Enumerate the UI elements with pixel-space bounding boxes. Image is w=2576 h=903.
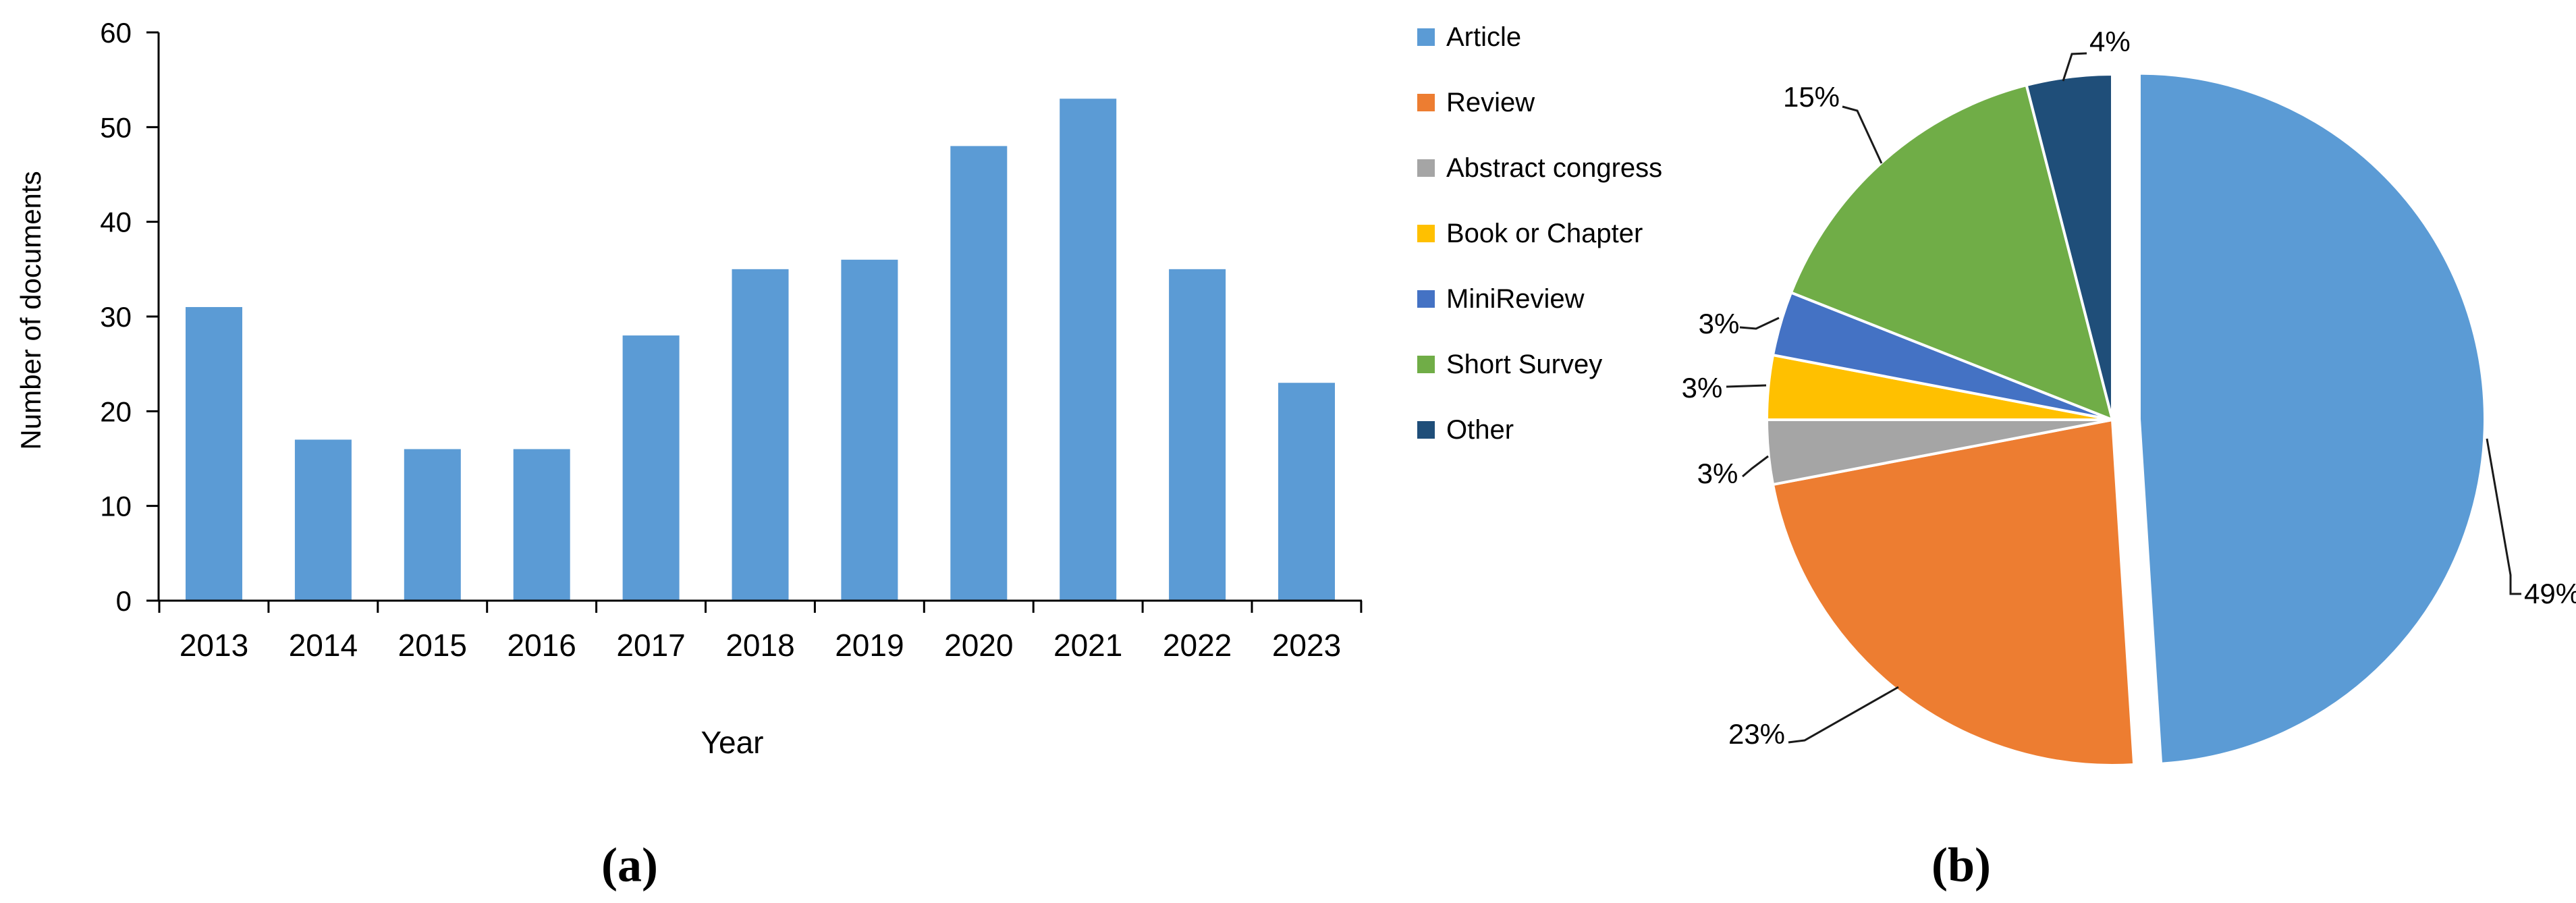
pie-leader-3 [1726, 384, 1767, 388]
legend-label: Book or Chapter [1446, 219, 1643, 248]
legend-item-short-survey: Short Survey [1417, 350, 1662, 379]
pie-slice-short-survey [1789, 84, 2114, 421]
caption-panel-b: (b) [1931, 838, 1991, 892]
x-axis-label-2016: 2016 [508, 628, 576, 663]
bar-2022 [1169, 269, 1226, 601]
pie-legend: Article Review Abstract congress Book or Ch… [1417, 22, 1663, 445]
legend-swatch-icon [1417, 94, 1435, 111]
pie-pct-label-other: 4% [2089, 26, 2131, 57]
x-axis-label-2023: 2023 [1272, 628, 1341, 663]
legend-swatch-icon [1417, 28, 1435, 46]
legend-swatch-icon [1417, 290, 1435, 308]
x-axis-label-2015: 2015 [398, 628, 467, 663]
bar-2015 [404, 449, 461, 601]
bar-2016 [513, 449, 570, 601]
legend-item-abstract-congress: Abstract congress [1417, 153, 1663, 183]
pie-slice-review [1772, 418, 2136, 767]
y-axis-tick-label: 20 [100, 395, 132, 427]
x-axis-label-2017: 2017 [616, 628, 685, 663]
bar-2014 [294, 439, 352, 601]
legend-swatch-icon [1417, 421, 1435, 439]
y-axis-tick-label: 30 [100, 301, 132, 333]
legend-swatch-icon [1417, 356, 1435, 373]
legend-label: Article [1446, 22, 1522, 52]
x-axis-label-2022: 2022 [1163, 628, 1232, 663]
pie-leader-2 [1742, 455, 1769, 478]
bar-2023 [1278, 383, 1335, 601]
pie-leader-4 [1739, 317, 1780, 330]
bar-chart-y-axis-title: Number of documents [15, 171, 47, 450]
bar-2013 [186, 306, 242, 601]
x-axis-label-2019: 2019 [835, 628, 904, 663]
y-axis-tick-label: 40 [100, 207, 132, 238]
legend-label: Short Survey [1446, 350, 1603, 379]
bar-chart-x-axis-title: Year [701, 725, 764, 760]
pie-pct-label-short-survey: 15% [1783, 81, 1840, 113]
x-axis-label-2013: 2013 [180, 628, 248, 663]
x-axis-label-2014: 2014 [289, 628, 358, 663]
legend-item-minireview: MiniReview [1417, 284, 1662, 314]
bar-2021 [1060, 99, 1117, 601]
pie-leader-6 [2062, 52, 2087, 82]
pie-leader-0 [2486, 438, 2521, 595]
pie-pct-label-article: 49% [2524, 578, 2576, 609]
pie-leader-1 [1788, 686, 1899, 744]
pie-pct-label-minireview: 3% [1699, 308, 1740, 339]
bar-2020 [950, 146, 1008, 601]
caption-panel-a: (a) [601, 838, 658, 892]
pie-leader-5 [1842, 105, 1883, 164]
pie-pct-label-book-or-chapter: 3% [1682, 372, 1723, 404]
y-axis-tick-label: 50 [100, 111, 132, 143]
x-axis-label-2020: 2020 [944, 628, 1013, 663]
pie-slice-article [2137, 72, 2486, 765]
legend-swatch-icon [1417, 225, 1435, 242]
bar-2019 [841, 259, 898, 601]
pie-pct-label-review: 23% [1728, 718, 1785, 750]
x-axis-label-2018: 2018 [725, 628, 794, 663]
pie-slice-other [2025, 73, 2114, 421]
legend-item-other: Other [1417, 415, 1662, 445]
pie-pct-label-abstract-congress: 3% [1697, 458, 1738, 489]
legend-item-review: Review [1417, 88, 1662, 117]
legend-swatch-icon [1417, 159, 1435, 177]
x-axis-label-2021: 2021 [1053, 628, 1122, 663]
legend-label: MiniReview [1446, 284, 1585, 314]
legend-item-article: Article [1417, 22, 1662, 52]
legend-item-book-or-chapter: Book or Chapter [1417, 219, 1662, 248]
legend-label: Other [1446, 415, 1514, 445]
legend-label: Abstract congress [1446, 153, 1663, 183]
bar-2017 [622, 335, 680, 601]
bar-2018 [732, 269, 789, 601]
y-axis-tick-label: 0 [116, 585, 132, 617]
y-axis-tick-label: 10 [100, 491, 132, 522]
y-axis-tick-label: 60 [100, 17, 132, 49]
bar-chart-axes [157, 32, 1362, 602]
legend-label: Review [1446, 88, 1535, 117]
